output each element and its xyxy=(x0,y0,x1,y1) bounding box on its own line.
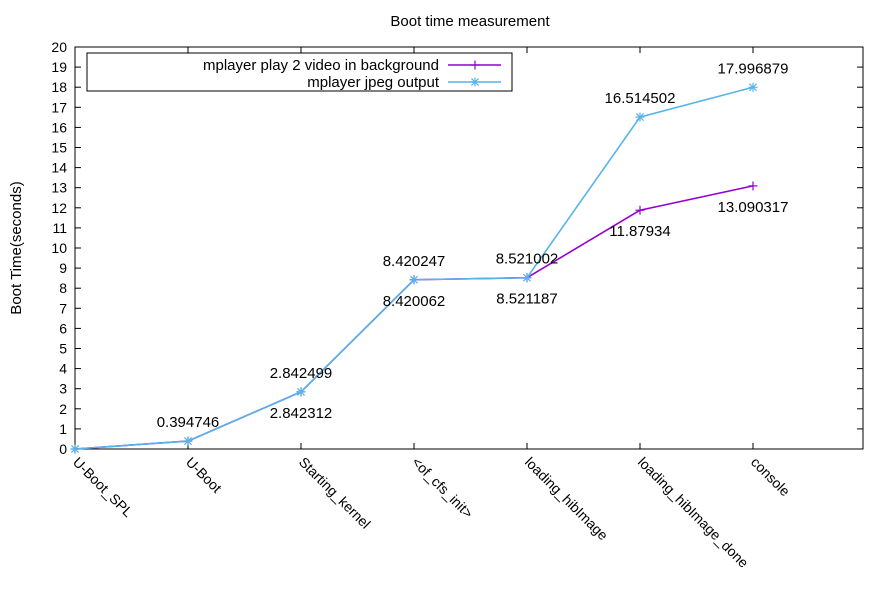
point-mark xyxy=(296,387,306,396)
y-tick-label: 8 xyxy=(59,280,67,296)
point-mark xyxy=(409,275,419,284)
x-tick-label: <of_cfs_init> xyxy=(409,454,476,521)
y-tick-label: 11 xyxy=(52,220,67,236)
data-point xyxy=(635,112,645,122)
x-tick-label: U-Boot_SPL xyxy=(70,454,136,520)
y-tick-label: 10 xyxy=(51,240,67,256)
y-tick-label: 5 xyxy=(59,341,67,357)
legend-label: mplayer jpeg output xyxy=(307,74,440,91)
y-tick-label: 3 xyxy=(59,381,67,397)
point-mark xyxy=(522,273,532,282)
y-tick-label: 4 xyxy=(59,361,67,377)
x-tick-label: loading_hibImage xyxy=(522,454,612,544)
x-tick-label: console xyxy=(748,454,794,500)
point-mark xyxy=(183,437,193,446)
point-label: 11.87934 xyxy=(609,223,670,240)
y-axis-label: Boot Time(seconds) xyxy=(8,181,25,314)
chart-title: Boot time measurement xyxy=(390,13,550,30)
data-point xyxy=(70,444,80,454)
point-label: 13.090317 xyxy=(718,199,789,216)
y-tick-label: 16 xyxy=(51,119,67,135)
y-tick-label: 12 xyxy=(51,200,67,216)
data-point xyxy=(522,273,532,283)
legend: mplayer play 2 video in backgroundmplaye… xyxy=(86,52,513,92)
y-tick-label: 13 xyxy=(51,180,67,196)
x-tick-label: Starting_kernel xyxy=(296,454,374,532)
data-point xyxy=(296,387,306,397)
y-tick-label: 20 xyxy=(51,39,67,55)
point-mark xyxy=(748,83,758,92)
y-tick-label: 14 xyxy=(51,160,67,176)
data-point xyxy=(470,77,480,87)
y-tick-label: 15 xyxy=(51,140,67,156)
y-tick-label: 19 xyxy=(51,59,67,75)
legend-box xyxy=(86,52,513,92)
x-tick-label: loading_hibImage_done xyxy=(635,454,752,571)
point-label: 8.420062 xyxy=(383,293,446,310)
data-point xyxy=(748,82,758,92)
y-tick-label: 7 xyxy=(59,300,67,316)
point-label: 8.521002 xyxy=(496,251,559,268)
point-label: 2.842312 xyxy=(270,405,333,422)
legend-label: mplayer play 2 video in background xyxy=(203,57,439,74)
series-layer xyxy=(70,82,758,454)
point-label: 2.842499 xyxy=(270,365,333,382)
data-point xyxy=(409,275,419,285)
point-label: 8.521187 xyxy=(496,291,557,308)
point-labels: 0.394746 2.842499 2.842312 8.420247 8.420062… xyxy=(157,60,789,431)
y-tick-label: 0 xyxy=(59,441,67,457)
y-tick-label: 2 xyxy=(59,401,67,417)
plot-area xyxy=(74,46,864,450)
data-point xyxy=(470,60,480,70)
y-tick-label: 17 xyxy=(51,99,67,115)
point-label: 17.996879 xyxy=(718,60,789,77)
point-mark xyxy=(70,444,80,454)
y-tick-label: 6 xyxy=(59,320,67,336)
point-mark xyxy=(470,77,480,87)
point-label: 0.394746 xyxy=(157,414,220,431)
x-tick-label: U-Boot xyxy=(183,454,225,496)
point-label: 16.514502 xyxy=(605,90,676,107)
data-point xyxy=(748,181,758,191)
data-point xyxy=(635,205,645,215)
point-label: 8.420247 xyxy=(383,253,446,270)
y-tick-label: 18 xyxy=(51,79,67,95)
data-point xyxy=(183,436,193,446)
point-mark xyxy=(635,113,645,122)
y-tick-label: 9 xyxy=(59,260,67,276)
y-tick-label: 1 xyxy=(59,421,67,437)
